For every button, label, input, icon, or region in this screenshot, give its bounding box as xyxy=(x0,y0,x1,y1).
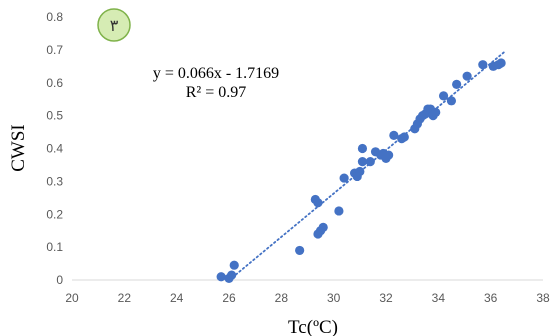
data-point xyxy=(313,198,323,208)
x-tick-label: 34 xyxy=(432,291,446,305)
x-axis: 20 22 24 26 28 30 32 34 36 38 xyxy=(65,291,550,305)
data-point xyxy=(318,222,328,232)
y-tick-label: 0.7 xyxy=(46,43,63,57)
data-point xyxy=(227,270,237,280)
data-point xyxy=(339,173,349,183)
data-points xyxy=(216,58,506,283)
trendline xyxy=(228,51,505,282)
x-tick-label: 38 xyxy=(536,291,550,305)
data-point xyxy=(452,79,462,89)
data-point xyxy=(357,143,368,154)
data-point xyxy=(446,96,457,106)
badge-circle xyxy=(97,8,131,42)
y-axis: 0 0.1 0.2 0.3 0.4 0.5 0.6 0.7 0.8 xyxy=(46,10,63,287)
data-point xyxy=(384,150,394,160)
data-point xyxy=(295,245,305,256)
data-point xyxy=(478,60,488,70)
data-point xyxy=(399,132,409,142)
trend-equation: y = 0.066x - 1.7169 xyxy=(153,65,279,82)
y-tick-label: 0.8 xyxy=(46,10,63,24)
data-point xyxy=(216,272,226,282)
data-point xyxy=(496,58,506,68)
x-tick-label: 36 xyxy=(484,291,498,305)
x-tick-label: 24 xyxy=(170,291,184,305)
y-tick-label: 0.4 xyxy=(46,142,63,156)
y-tick-label: 0.6 xyxy=(46,76,63,90)
x-tick-label: 26 xyxy=(222,291,236,305)
badge-label: ٣ xyxy=(110,16,119,35)
figure-badge: ٣ xyxy=(97,8,131,42)
data-point xyxy=(438,91,449,101)
x-tick-label: 30 xyxy=(327,291,341,305)
x-tick-label: 28 xyxy=(275,291,289,305)
y-tick-label: 0.2 xyxy=(46,207,63,221)
data-point xyxy=(334,206,344,216)
r-squared: R² = 0.97 xyxy=(186,84,247,101)
y-tick-label: 0.1 xyxy=(46,240,63,254)
data-point xyxy=(462,71,472,81)
x-axis-label: Tc(ºC) xyxy=(288,317,338,336)
y-tick-label: 0.3 xyxy=(46,174,63,188)
data-point xyxy=(355,166,365,177)
data-point xyxy=(229,260,239,270)
x-tick-label: 20 xyxy=(65,291,79,305)
data-point xyxy=(431,107,441,117)
data-point xyxy=(389,130,399,140)
y-tick-label: 0.5 xyxy=(46,109,63,123)
y-axis-label: CWSI xyxy=(8,124,29,172)
data-point xyxy=(357,157,368,167)
x-tick-label: 22 xyxy=(118,291,132,305)
x-tick-label: 32 xyxy=(379,291,393,305)
data-point xyxy=(365,157,375,167)
y-tick-label: 0 xyxy=(56,273,63,287)
